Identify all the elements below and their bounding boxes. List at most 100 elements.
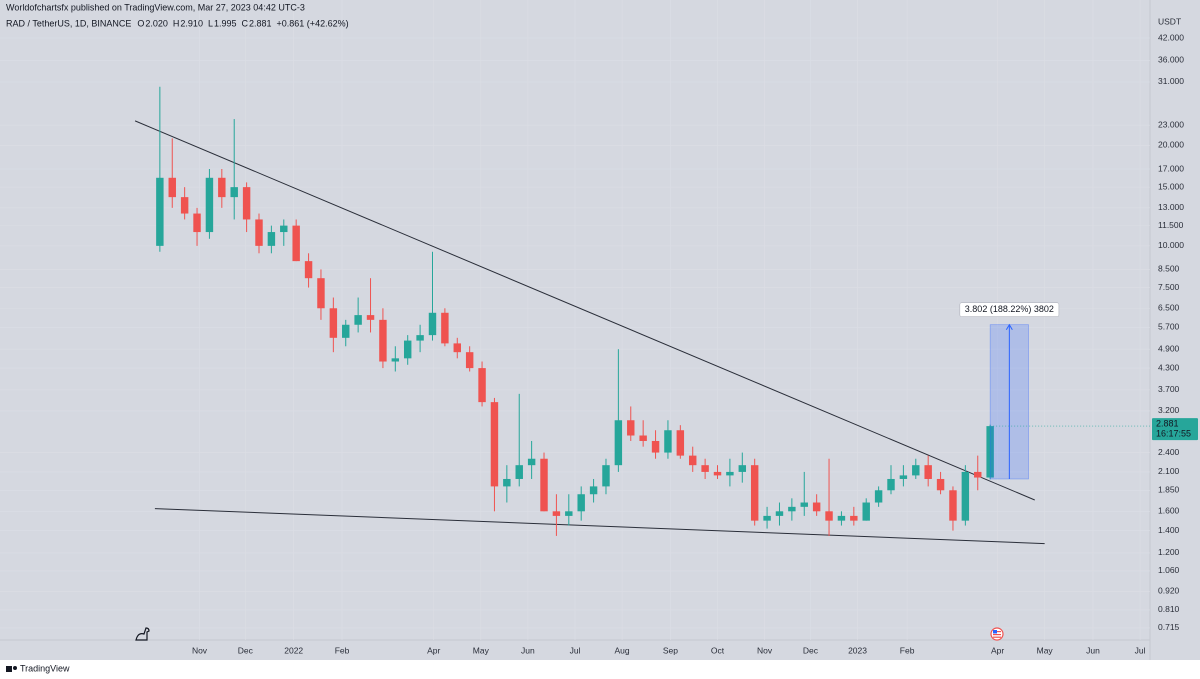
x-tick-label: Apr bbox=[427, 645, 440, 655]
dino-icon bbox=[135, 627, 150, 641]
y-tick-label: 15.000 bbox=[1158, 181, 1184, 191]
tradingview-logo bbox=[6, 666, 17, 672]
candle-body bbox=[874, 490, 883, 503]
candle-body bbox=[317, 278, 325, 309]
ohlc-value: 2.910 bbox=[180, 18, 203, 28]
y-tick-label: 10.000 bbox=[1158, 240, 1184, 250]
candle-body bbox=[800, 502, 808, 507]
candle-body bbox=[527, 458, 536, 466]
measure-label: 3.802 (188.22%) 3802 bbox=[965, 304, 1054, 314]
event-icon[interactable] bbox=[990, 627, 1004, 641]
candle-body bbox=[540, 458, 548, 512]
price-unit: USDT bbox=[1158, 16, 1181, 26]
ohlc-name: H bbox=[173, 18, 180, 28]
candle-body bbox=[639, 435, 647, 441]
x-tick-label: May bbox=[1037, 645, 1054, 655]
candle-body bbox=[565, 511, 573, 516]
candle-body bbox=[465, 352, 474, 369]
y-tick-label: 1.600 bbox=[1158, 506, 1180, 516]
candle-body bbox=[242, 187, 251, 220]
x-tick-label: Feb bbox=[900, 645, 915, 655]
candle-body bbox=[267, 232, 276, 246]
candle-body bbox=[627, 420, 635, 436]
candle-body bbox=[887, 478, 895, 491]
y-tick-label: 1.060 bbox=[1158, 565, 1180, 575]
y-tick-label: 36.000 bbox=[1158, 55, 1184, 65]
plot-background bbox=[0, 0, 1200, 660]
candle-body bbox=[614, 420, 623, 466]
y-tick-label: 0.810 bbox=[1158, 604, 1180, 614]
change-value: +0.861 (+42.62%) bbox=[277, 18, 349, 28]
candle-body bbox=[961, 471, 970, 521]
ohlc-name: L bbox=[208, 18, 213, 28]
ohlc-name: C bbox=[242, 18, 249, 28]
y-tick-label: 17.000 bbox=[1158, 163, 1184, 173]
footer-text: TradingView bbox=[20, 663, 70, 673]
candle-body bbox=[255, 219, 263, 246]
y-tick-label: 4.900 bbox=[1158, 343, 1180, 353]
candle-body bbox=[180, 197, 189, 214]
candle-body bbox=[850, 515, 858, 521]
candle-body bbox=[763, 515, 771, 521]
candle-body bbox=[329, 308, 338, 338]
ohlc-value: 2.020 bbox=[145, 18, 168, 28]
x-tick-label: Dec bbox=[803, 645, 819, 655]
x-tick-label: Apr bbox=[991, 645, 1004, 655]
y-tick-label: 4.300 bbox=[1158, 362, 1180, 372]
measure-label-bg bbox=[959, 302, 1060, 318]
y-tick-label: 6.500 bbox=[1158, 303, 1180, 313]
ohlc-value: 2.881 bbox=[249, 18, 272, 28]
y-tick-label: 0.715 bbox=[1158, 622, 1180, 632]
candle-body bbox=[156, 177, 164, 246]
x-tick-label: Jun bbox=[521, 645, 535, 655]
countdown-label: 16:17:55 bbox=[1156, 428, 1191, 438]
y-tick-label: 42.000 bbox=[1158, 32, 1184, 42]
candle-body bbox=[403, 340, 412, 359]
y-tick-label: 3.700 bbox=[1158, 384, 1180, 394]
candle-body bbox=[701, 465, 709, 472]
candle-body bbox=[837, 515, 846, 521]
x-tick-label: 2023 bbox=[848, 645, 867, 655]
last-price-tag bbox=[1152, 418, 1198, 441]
x-tick-label: Dec bbox=[238, 645, 254, 655]
candle-body bbox=[193, 213, 201, 233]
y-tick-label: 13.000 bbox=[1158, 202, 1184, 212]
x-tick-label: Jul bbox=[1135, 645, 1146, 655]
candle-body bbox=[651, 440, 660, 453]
candle-body bbox=[713, 471, 722, 476]
x-tick-label: Jul bbox=[570, 645, 581, 655]
candle-body bbox=[602, 465, 610, 487]
x-tick-label: Sep bbox=[663, 645, 678, 655]
candle-body bbox=[825, 511, 833, 521]
symbol-title: RAD / TetherUS, 1D, BINANCE bbox=[6, 18, 131, 28]
y-tick-label: 11.500 bbox=[1158, 220, 1184, 230]
candle-body bbox=[775, 511, 784, 516]
candle-body bbox=[478, 368, 486, 403]
trendline bbox=[134, 120, 1035, 501]
y-tick-label: 3.200 bbox=[1158, 405, 1180, 415]
grid: 42.000 36.000 31.000 23.000 20.000 17.000 15.0… bbox=[191, 32, 1185, 656]
candle-body bbox=[292, 225, 300, 262]
y-tick-label: 5.700 bbox=[1158, 322, 1180, 332]
candle-body bbox=[912, 465, 920, 476]
ohlc-value: 1.995 bbox=[214, 18, 237, 28]
candle-body bbox=[738, 465, 747, 472]
x-tick-label: Feb bbox=[335, 645, 350, 655]
x-tick-label: 2022 bbox=[284, 645, 303, 655]
candle-body bbox=[750, 465, 759, 521]
candle-body bbox=[230, 187, 238, 198]
footer-bar bbox=[0, 660, 1200, 679]
ohlc-name: O bbox=[137, 18, 144, 28]
candle-body bbox=[428, 312, 437, 336]
candle-body bbox=[589, 486, 598, 495]
drawings bbox=[134, 120, 1045, 545]
y-tick-label: 2.100 bbox=[1158, 466, 1180, 476]
y-tick-label: 31.000 bbox=[1158, 76, 1184, 86]
x-tick-label: Nov bbox=[192, 645, 208, 655]
y-tick-label: 1.200 bbox=[1158, 547, 1180, 557]
y-tick-label: 0.920 bbox=[1158, 586, 1180, 596]
publisher-line: Worldofchartsfx published on TradingView… bbox=[6, 2, 305, 12]
candle-body bbox=[689, 455, 697, 466]
